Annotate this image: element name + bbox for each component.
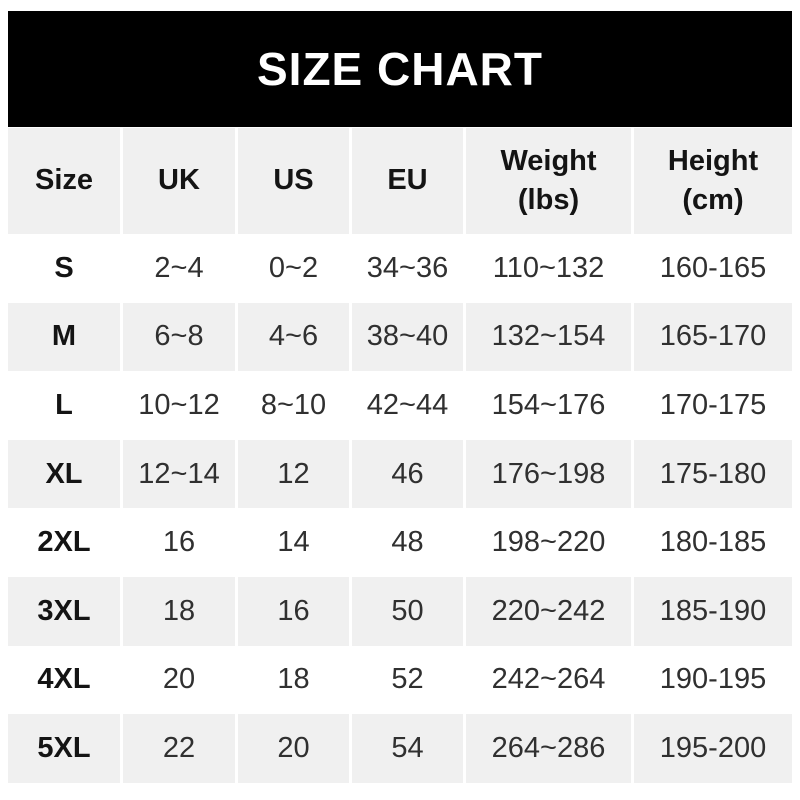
table-cell: 190-195: [634, 645, 792, 715]
row-label-l: L: [8, 371, 120, 440]
size-chart-banner: SIZE CHART: [8, 11, 792, 127]
table-cell: 12: [238, 439, 349, 509]
table-cell: 185-190: [634, 576, 792, 646]
row-label-4xl: 4XL: [8, 645, 120, 715]
table-cell: 42~44: [352, 371, 463, 440]
table-cell: 20: [123, 645, 235, 715]
table-cell: 50: [352, 576, 463, 646]
table-cell: 154~176: [466, 371, 631, 440]
table-cell: 22: [123, 714, 235, 783]
table-cell: 14: [238, 508, 349, 577]
table-cell: 10~12: [123, 371, 235, 440]
table-cell: 175-180: [634, 439, 792, 509]
table-cell: 18: [123, 576, 235, 646]
row-label-m: M: [8, 302, 120, 372]
table-cell: 170-175: [634, 371, 792, 440]
column-header-uk: UK: [123, 128, 235, 234]
table-cell: 110~132: [466, 234, 631, 303]
table-cell: 180-185: [634, 508, 792, 577]
table-cell: 48: [352, 508, 463, 577]
table-cell: 264~286: [466, 714, 631, 783]
column-header-us: US: [238, 128, 349, 234]
table-cell: 165-170: [634, 302, 792, 372]
column-header-height: Height (cm): [634, 128, 792, 234]
table-cell: 6~8: [123, 302, 235, 372]
table-cell: 18: [238, 645, 349, 715]
row-label-xl: XL: [8, 439, 120, 509]
table-cell: 220~242: [466, 576, 631, 646]
table-cell: 160-165: [634, 234, 792, 303]
table-cell: 176~198: [466, 439, 631, 509]
column-header-weight: Weight (lbs): [466, 128, 631, 234]
table-cell: 132~154: [466, 302, 631, 372]
table-cell: 52: [352, 645, 463, 715]
table-cell: 38~40: [352, 302, 463, 372]
table-cell: 20: [238, 714, 349, 783]
table-cell: 242~264: [466, 645, 631, 715]
row-label-3xl: 3XL: [8, 576, 120, 646]
table-cell: 16: [238, 576, 349, 646]
column-header-size: Size: [8, 128, 120, 234]
table-cell: 0~2: [238, 234, 349, 303]
row-label-5xl: 5XL: [8, 714, 120, 783]
table-cell: 16: [123, 508, 235, 577]
row-label-2xl: 2XL: [8, 508, 120, 577]
table-cell: 198~220: [466, 508, 631, 577]
size-chart-table: Size UK US EU Weight (lbs) Height (cm) S…: [8, 128, 792, 783]
row-label-s: S: [8, 234, 120, 303]
table-cell: 195-200: [634, 714, 792, 783]
table-cell: 4~6: [238, 302, 349, 372]
table-cell: 2~4: [123, 234, 235, 303]
table-cell: 46: [352, 439, 463, 509]
table-cell: 34~36: [352, 234, 463, 303]
table-cell: 54: [352, 714, 463, 783]
page-title: SIZE CHART: [257, 43, 543, 95]
table-cell: 12~14: [123, 439, 235, 509]
column-header-eu: EU: [352, 128, 463, 234]
table-cell: 8~10: [238, 371, 349, 440]
